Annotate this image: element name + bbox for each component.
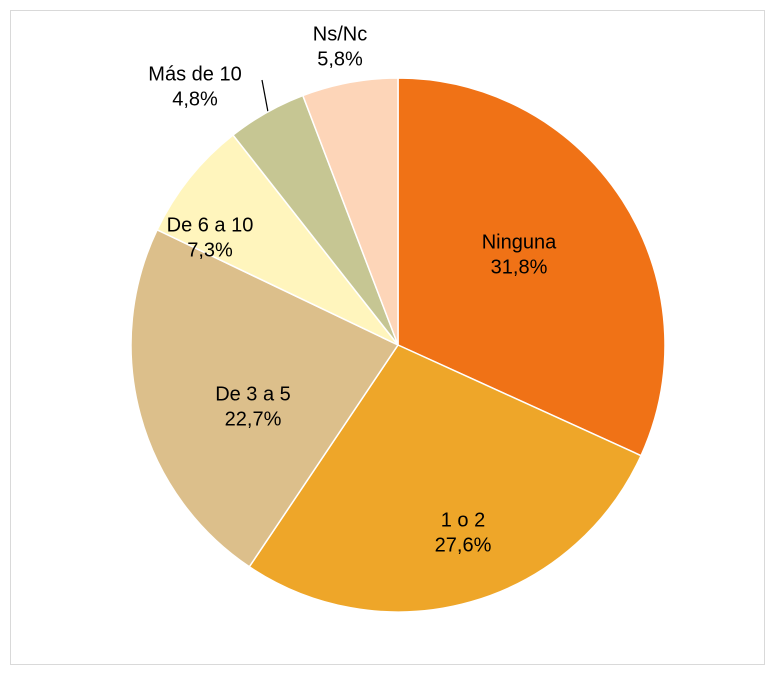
pie-slice (130, 228, 400, 568)
leader-line (261, 79, 269, 113)
value-label: 31,8% (491, 256, 548, 278)
value-label: 4,8% (172, 88, 218, 110)
pie-slice (156, 134, 399, 346)
slice-label: De 3 a 5 (215, 383, 291, 405)
value-label: 22,7% (225, 408, 282, 430)
value-label: 7,3% (187, 239, 233, 261)
slice-label: De 6 a 10 (167, 214, 254, 236)
slice-label: 1 o 2 (441, 509, 485, 531)
value-label: 27,6% (435, 534, 492, 556)
value-label: 5,8% (317, 48, 363, 70)
slice-label: Más de 10 (148, 63, 241, 85)
slice-label: Ninguna (482, 231, 557, 253)
pie-slice (301, 77, 399, 346)
slice-label: Ns/Nc (313, 23, 367, 45)
pie-slice (248, 344, 642, 613)
pie-slice (397, 77, 666, 457)
